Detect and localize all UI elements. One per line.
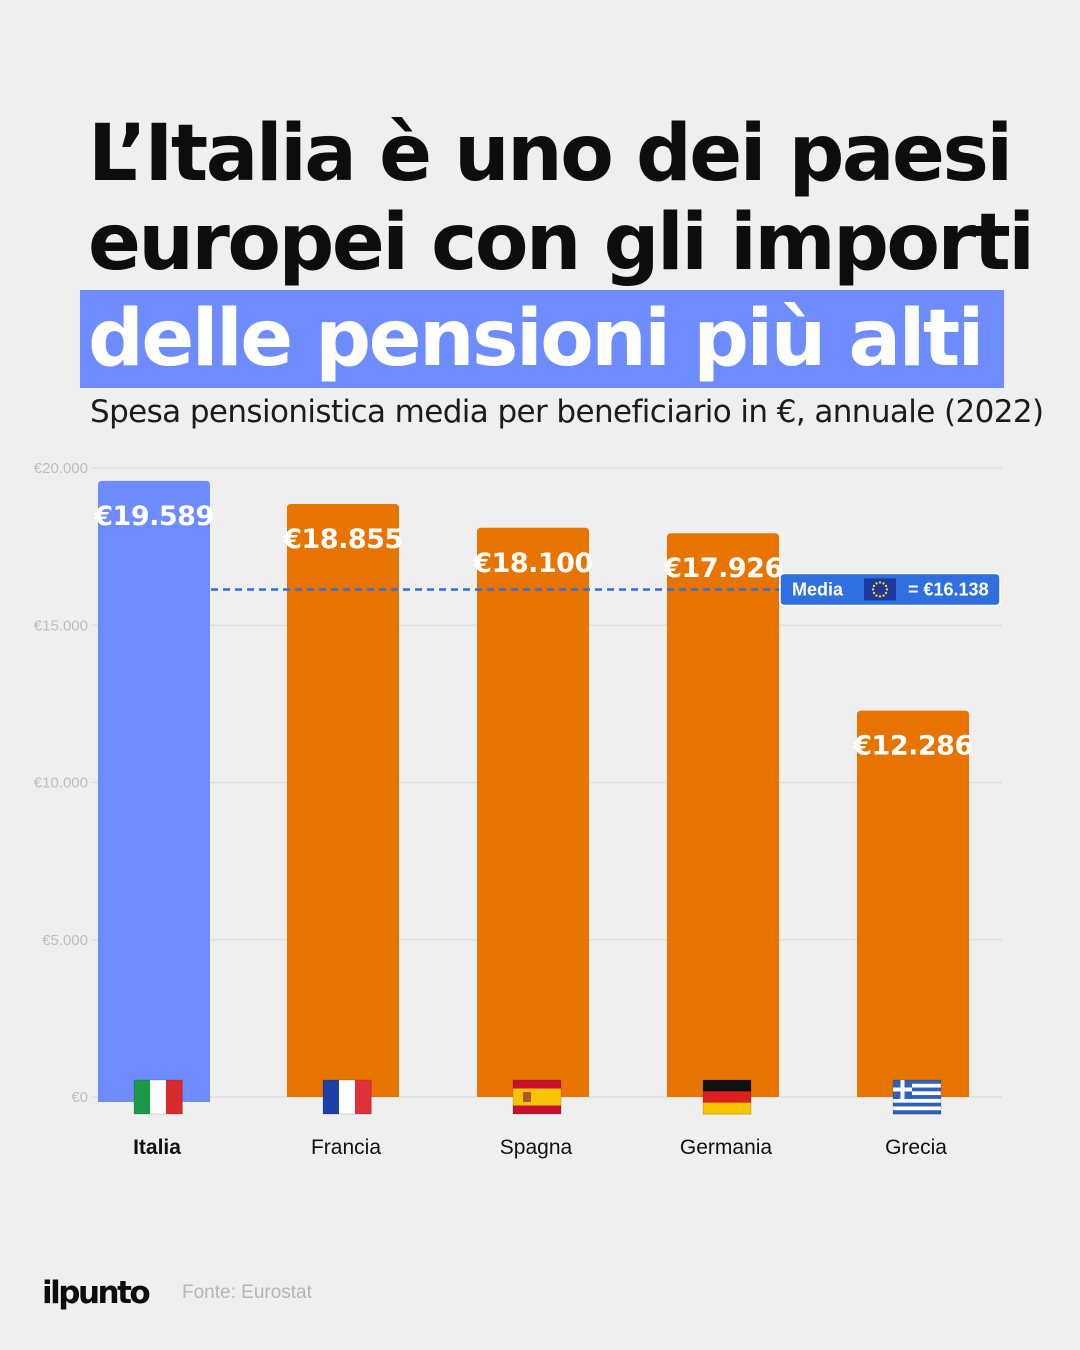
flag-cross bbox=[893, 1087, 912, 1092]
eu-flag-star bbox=[878, 595, 882, 598]
flag-outline bbox=[892, 1079, 942, 1115]
flag-stripe bbox=[134, 1080, 151, 1114]
flag-stripe bbox=[166, 1080, 183, 1114]
brand-logo: ilpunto bbox=[42, 1275, 151, 1311]
italy-flag-icon bbox=[133, 1079, 183, 1115]
y-tick-label: €10.000 bbox=[34, 775, 88, 792]
flag-stripe bbox=[893, 1102, 941, 1107]
flag-outline bbox=[512, 1079, 562, 1115]
category-label: Spagna bbox=[500, 1136, 573, 1159]
bar-value-label: €19.589 bbox=[93, 501, 213, 532]
bar-value-label: €12.286 bbox=[852, 731, 972, 762]
eu-flag-star bbox=[871, 588, 875, 591]
eu-flag-star bbox=[884, 584, 888, 588]
bar-value-label: €18.100 bbox=[472, 548, 592, 579]
title-line-2: europei con gli importi bbox=[88, 198, 1035, 288]
flag-stripe bbox=[323, 1080, 340, 1114]
flag-stripe bbox=[513, 1088, 561, 1106]
bar-italia bbox=[98, 480, 210, 1102]
y-tick-label: €15.000 bbox=[34, 617, 88, 634]
eu-flag-star bbox=[872, 591, 876, 595]
france-flag-icon bbox=[322, 1079, 372, 1115]
flag-stripe bbox=[339, 1080, 356, 1114]
average-label-text: Media bbox=[792, 579, 844, 599]
bar-germania bbox=[667, 533, 779, 1097]
flag-stripe bbox=[893, 1080, 941, 1084]
eu-flag-star bbox=[884, 591, 888, 595]
flag-stripe bbox=[355, 1080, 372, 1114]
average-label-value: = €16.138 bbox=[908, 579, 989, 599]
category-label: Francia bbox=[311, 1136, 381, 1159]
flag-stripe bbox=[150, 1080, 167, 1114]
eu-flag-star bbox=[885, 588, 889, 591]
eu-flag-star bbox=[882, 582, 885, 585]
flag-stripe bbox=[703, 1080, 751, 1092]
bar-grecia bbox=[857, 710, 969, 1097]
eu-flag-star bbox=[878, 581, 882, 584]
flag-stripe bbox=[893, 1098, 941, 1103]
y-tick-label: €0 bbox=[71, 1089, 88, 1106]
eu-flag-field bbox=[864, 578, 896, 601]
flag-emblem bbox=[523, 1092, 531, 1102]
flag-stripe bbox=[893, 1095, 941, 1100]
flag-stripe bbox=[893, 1110, 941, 1115]
y-tick-label: €5.000 bbox=[42, 932, 88, 949]
flag-stripe bbox=[893, 1087, 941, 1092]
bar-value-label: €18.855 bbox=[282, 524, 402, 555]
eu-flag-star bbox=[875, 594, 878, 597]
eu-flag-icon bbox=[864, 578, 896, 601]
flag-outline bbox=[133, 1079, 183, 1115]
category-label: Germania bbox=[680, 1136, 773, 1159]
source-note: Fonte: Eurostat bbox=[182, 1282, 312, 1303]
category-label: Italia bbox=[133, 1136, 181, 1159]
flag-stripe bbox=[703, 1102, 751, 1115]
flag-outline bbox=[702, 1079, 752, 1115]
title-highlight: delle pensioni più alti bbox=[80, 290, 1004, 388]
eu-flag-star bbox=[875, 582, 878, 585]
chart-subtitle: Spesa pensionistica media per beneficiar… bbox=[90, 394, 1044, 430]
page-title: L’Italia è uno dei paesi europei con gli… bbox=[80, 109, 1048, 388]
eu-flag-star bbox=[882, 594, 885, 597]
eu-flag-star bbox=[872, 584, 876, 588]
spain-flag-icon bbox=[512, 1079, 562, 1115]
y-tick-label: €20.000 bbox=[34, 460, 88, 477]
bar-francia bbox=[287, 504, 399, 1097]
flag-stripe bbox=[893, 1083, 941, 1088]
flag-stripe bbox=[703, 1091, 751, 1104]
title-line-1: L’Italia è uno dei paesi bbox=[88, 109, 1013, 199]
category-label: Grecia bbox=[885, 1136, 947, 1159]
flag-stripe bbox=[893, 1106, 941, 1111]
flag-outline bbox=[322, 1079, 372, 1115]
germany-flag-icon bbox=[702, 1079, 752, 1115]
bar-chart: €0 €5.000 €10.000 €15.000 €20.000 €19.589 Ital… bbox=[34, 460, 1002, 1159]
bar-spagna bbox=[477, 527, 589, 1097]
flag-stripe bbox=[893, 1091, 941, 1096]
greece-flag-icon bbox=[892, 1079, 942, 1115]
bar-value-label: €17.926 bbox=[662, 553, 782, 584]
